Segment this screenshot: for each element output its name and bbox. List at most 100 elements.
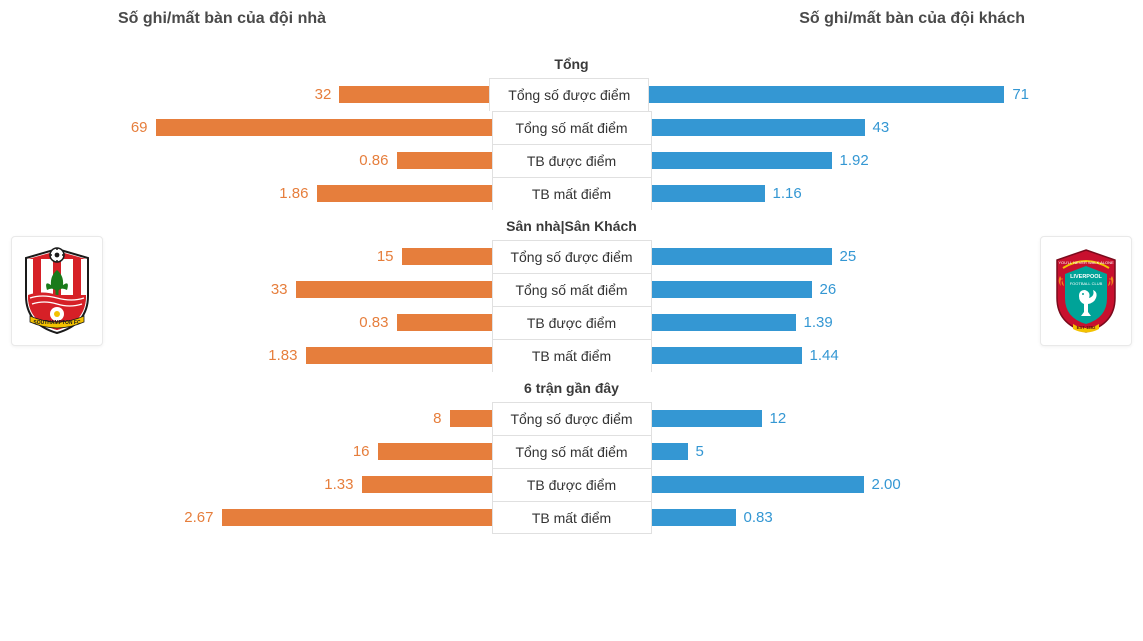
away-value: 2.00 xyxy=(864,476,909,493)
home-side: 32 xyxy=(106,78,489,111)
home-value: 1.86 xyxy=(271,185,316,202)
away-value: 1.92 xyxy=(832,152,877,169)
section-title: Sân nhà|Sân Khách xyxy=(106,210,1037,240)
stat-row: 69 Tổng số mất điểm 43 xyxy=(106,111,1037,144)
stat-row: 33 Tổng số mất điểm 26 xyxy=(106,273,1037,306)
stat-row: 1.83 TB mất điểm 1.44 xyxy=(106,339,1037,372)
stat-row: 1.33 TB được điểm 2.00 xyxy=(106,468,1037,501)
away-side: 12 xyxy=(652,402,1038,435)
home-bar xyxy=(397,314,492,331)
home-side: 33 xyxy=(106,273,492,306)
stat-row: 16 Tổng số mất điểm 5 xyxy=(106,435,1037,468)
home-side: 0.83 xyxy=(106,306,492,339)
away-bar xyxy=(652,347,802,364)
home-value: 0.86 xyxy=(351,152,396,169)
home-side: 8 xyxy=(106,402,492,435)
home-side: 1.86 xyxy=(106,177,492,210)
header-home: Số ghi/mất bàn của đội nhà xyxy=(118,10,326,28)
home-value: 15 xyxy=(369,248,402,265)
away-bar xyxy=(652,509,736,526)
away-value: 5 xyxy=(688,443,712,460)
stat-label: TB được điểm xyxy=(492,468,652,501)
away-side: 0.83 xyxy=(652,501,1038,534)
away-side: 1.92 xyxy=(652,144,1038,177)
home-bar xyxy=(296,281,492,298)
away-value: 25 xyxy=(832,248,865,265)
stat-row: 15 Tổng số được điểm 25 xyxy=(106,240,1037,273)
away-bar xyxy=(649,86,1004,103)
away-value: 1.16 xyxy=(765,185,810,202)
away-bar xyxy=(652,281,812,298)
stat-label: Tổng số được điểm xyxy=(489,78,649,111)
away-bar xyxy=(652,152,832,169)
home-side: 16 xyxy=(106,435,492,468)
away-value: 26 xyxy=(812,281,845,298)
away-side: 43 xyxy=(652,111,1038,144)
home-side: 1.83 xyxy=(106,339,492,372)
away-side: 5 xyxy=(652,435,1038,468)
home-value: 33 xyxy=(263,281,296,298)
home-value: 8 xyxy=(425,410,449,427)
svg-text:YOU'LL NEVER WALK ALONE: YOU'LL NEVER WALK ALONE xyxy=(1058,260,1114,265)
comparison-chart: Tổng 32 Tổng số được điểm 71 69 Tổng số mất đ… xyxy=(106,48,1037,534)
home-bar xyxy=(450,410,492,427)
stat-label: Tổng số mất điểm xyxy=(492,111,652,144)
away-team-logo-holder: YOU'LL NEVER WALK ALONE LIVERPOOL FOOTBA… xyxy=(1037,236,1135,346)
home-bar xyxy=(306,347,492,364)
away-bar xyxy=(652,314,796,331)
chart-section: 6 trận gần đây 8 Tổng số được điểm 12 16 Tổng… xyxy=(106,372,1037,534)
away-bar xyxy=(652,410,762,427)
away-value: 71 xyxy=(1004,86,1037,103)
header-away: Số ghi/mất bàn của đội khách xyxy=(799,10,1025,28)
stat-label: Tổng số mất điểm xyxy=(492,435,652,468)
stat-row: 32 Tổng số được điểm 71 xyxy=(106,78,1037,111)
stat-label: Tổng số được điểm xyxy=(492,240,652,273)
section-title: 6 trận gần đây xyxy=(106,372,1037,402)
stat-row: 0.83TB được điểm1.39 xyxy=(106,306,1037,339)
away-value: 43 xyxy=(865,119,898,136)
away-bar xyxy=(652,476,864,493)
svg-text:EST·1892: EST·1892 xyxy=(1077,325,1097,330)
stat-label: TB được điểm xyxy=(492,144,652,177)
stat-label: TB mất điểm xyxy=(492,177,652,210)
southampton-crest-icon: SOUTHAMPTON FC xyxy=(21,246,93,336)
section-title: Tổng xyxy=(106,48,1037,78)
svg-text:FOOTBALL CLUB: FOOTBALL CLUB xyxy=(1070,281,1103,286)
away-bar xyxy=(652,185,765,202)
away-value: 12 xyxy=(762,410,795,427)
away-side: 26 xyxy=(652,273,1038,306)
away-team-logo: YOU'LL NEVER WALK ALONE LIVERPOOL FOOTBA… xyxy=(1040,236,1132,346)
home-side: 15 xyxy=(106,240,492,273)
home-side: 1.33 xyxy=(106,468,492,501)
stat-row: 0.86 TB được điểm 1.92 xyxy=(106,144,1037,177)
away-side: 1.16 xyxy=(652,177,1038,210)
home-bar xyxy=(378,443,492,460)
stat-label: TB mất điểm xyxy=(492,501,652,534)
away-value: 1.44 xyxy=(802,347,847,364)
home-value: 1.33 xyxy=(316,476,361,493)
home-bar xyxy=(317,185,492,202)
home-value: 0.83 xyxy=(351,314,396,331)
home-bar xyxy=(222,509,492,526)
stat-label: Tổng số mất điểm xyxy=(492,273,652,306)
svg-text:LIVERPOOL: LIVERPOOL xyxy=(1070,274,1102,280)
home-value: 32 xyxy=(307,86,340,103)
away-side: 1.44 xyxy=(652,339,1038,372)
home-team-logo: SOUTHAMPTON FC xyxy=(11,236,103,346)
home-bar xyxy=(156,119,492,136)
home-bar xyxy=(397,152,492,169)
away-value: 0.83 xyxy=(736,509,781,526)
home-bar xyxy=(362,476,492,493)
stat-row: 8 Tổng số được điểm 12 xyxy=(106,402,1037,435)
away-side: 25 xyxy=(652,240,1038,273)
home-value: 1.83 xyxy=(260,347,305,364)
home-value: 69 xyxy=(123,119,156,136)
away-side: 1.39 xyxy=(652,306,1038,339)
home-value: 16 xyxy=(345,443,378,460)
away-bar xyxy=(652,443,688,460)
stat-label: Tổng số được điểm xyxy=(492,402,652,435)
home-team-logo-holder: SOUTHAMPTON FC xyxy=(8,236,106,346)
stat-label: TB mất điểm xyxy=(492,339,652,372)
stat-row: 1.86 TB mất điểm 1.16 xyxy=(106,177,1037,210)
away-bar xyxy=(652,119,865,136)
